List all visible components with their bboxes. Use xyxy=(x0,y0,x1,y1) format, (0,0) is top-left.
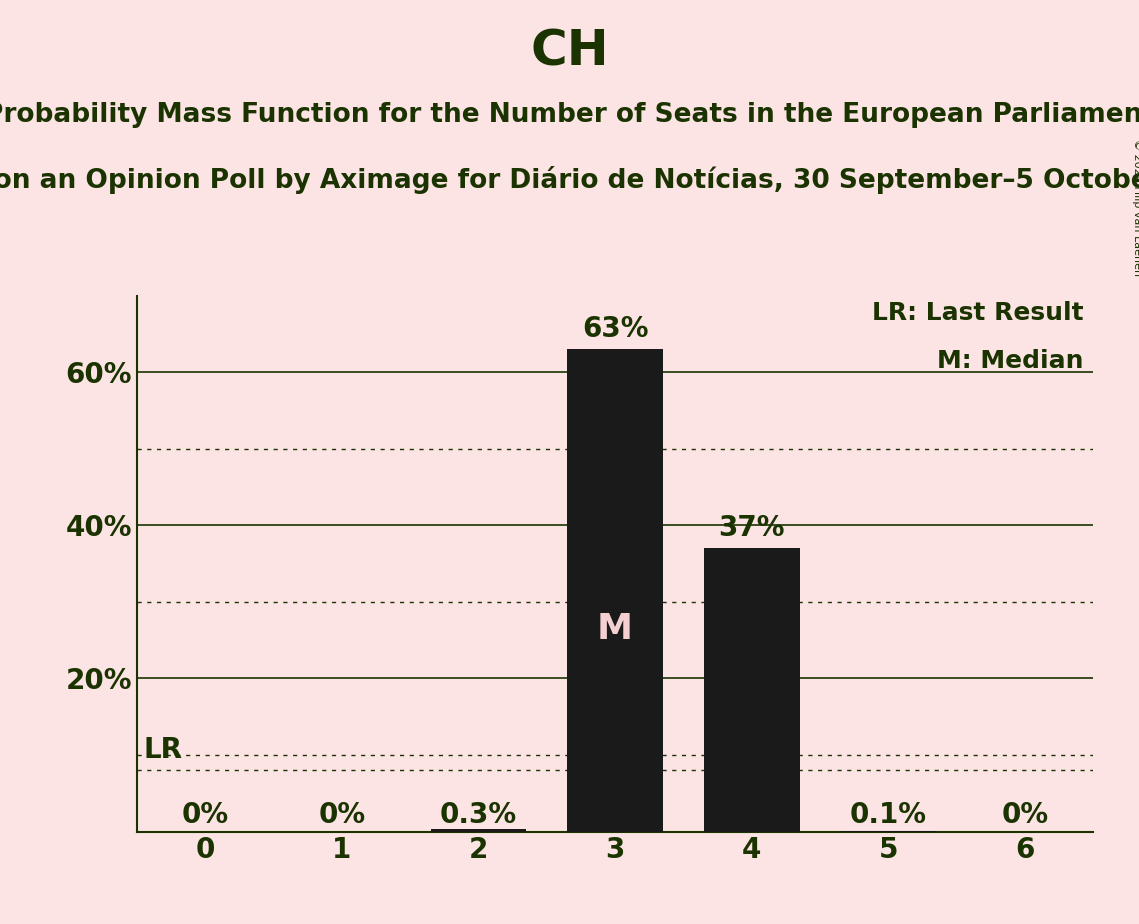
Text: 0.1%: 0.1% xyxy=(850,800,927,829)
Text: © 2024 Filip van Laenen: © 2024 Filip van Laenen xyxy=(1132,139,1139,275)
Bar xyxy=(567,349,663,832)
Text: 0%: 0% xyxy=(181,800,229,829)
Text: Based on an Opinion Poll by Aximage for Diário de Notícias, 30 September–5 Octob: Based on an Opinion Poll by Aximage for … xyxy=(0,166,1139,194)
Text: 0%: 0% xyxy=(1001,800,1049,829)
Bar xyxy=(704,548,800,832)
Bar xyxy=(431,830,526,832)
Text: M: M xyxy=(597,612,633,646)
Text: 0%: 0% xyxy=(318,800,366,829)
Text: LR: LR xyxy=(144,736,182,764)
Text: 63%: 63% xyxy=(582,315,648,343)
Text: 0.3%: 0.3% xyxy=(440,800,517,829)
Text: M: Median: M: Median xyxy=(937,349,1084,373)
Text: Probability Mass Function for the Number of Seats in the European Parliament: Probability Mass Function for the Number… xyxy=(0,102,1139,128)
Text: CH: CH xyxy=(530,28,609,76)
Text: 37%: 37% xyxy=(719,514,785,542)
Text: LR: Last Result: LR: Last Result xyxy=(872,301,1084,325)
